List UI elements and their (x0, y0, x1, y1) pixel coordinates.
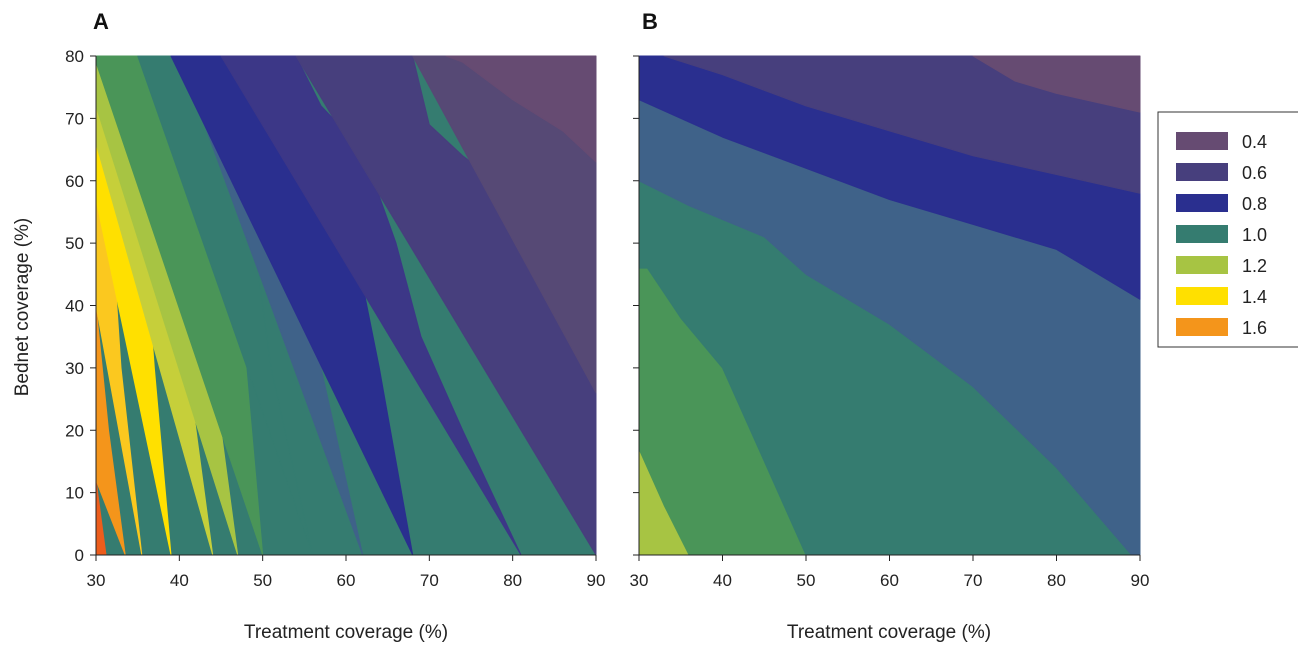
y-tick-label: 0 (75, 546, 84, 565)
legend-swatch-0-4 (1176, 132, 1228, 150)
x-tick-label: 70 (420, 571, 439, 590)
legend-label-1-0: 1.0 (1242, 225, 1267, 245)
legend-swatch-1-6 (1176, 318, 1228, 336)
x-tick-label: 60 (880, 571, 899, 590)
panel-a-letter: A (93, 9, 109, 34)
legend-items: 0.4 0.6 0.8 1.0 1.2 1.4 1.6 (1176, 132, 1267, 338)
legend-label-0-8: 0.8 (1242, 194, 1267, 214)
legend-swatch-1-4 (1176, 287, 1228, 305)
y-axis-title: Bednet coverage (%) (12, 218, 33, 397)
y-tick-label: 70 (65, 109, 84, 128)
panel-b-axes: 30 40 50 60 70 80 90 (630, 55, 1150, 590)
y-tick-label: 60 (65, 172, 84, 191)
legend: 0.4 0.6 0.8 1.0 1.2 1.4 1.6 (1157, 111, 1298, 348)
y-tick-label: 20 (65, 421, 84, 440)
x-tick-label: 80 (503, 571, 522, 590)
legend-label-0-6: 0.6 (1242, 163, 1267, 183)
panel-b-letter: B (642, 9, 658, 34)
legend-swatch-1-0 (1176, 225, 1228, 243)
x-tick-label: 30 (630, 571, 649, 590)
y-tick-label: 40 (65, 297, 84, 316)
x-tick-label: 40 (713, 571, 732, 590)
y-tick-label: 10 (65, 484, 84, 503)
y-tick-label: 80 (65, 47, 84, 66)
panel-b-plot-area (638, 55, 1141, 556)
contour-band-0-4 (445, 55, 597, 163)
y-tick-label: 50 (65, 234, 84, 253)
x-tick-label: 80 (1047, 571, 1066, 590)
legend-swatch-0-6 (1176, 163, 1228, 181)
legend-label-0-4: 0.4 (1242, 132, 1267, 152)
legend-label-1-6: 1.6 (1242, 318, 1267, 338)
x-tick-label: 30 (87, 571, 106, 590)
x-tick-label: 90 (587, 571, 606, 590)
legend-label-1-2: 1.2 (1242, 256, 1267, 276)
x-tick-label: 70 (964, 571, 983, 590)
x-tick-label: 90 (1131, 571, 1150, 590)
legend-swatch-1-2 (1176, 256, 1228, 274)
contour-band-0-4 (972, 55, 1141, 113)
panel-a: A 0 10 20 30 40 50 60 70 80 30 40 50 60 70 80 90 Treatm… (12, 9, 605, 643)
panel-a-axes: 0 10 20 30 40 50 60 70 80 30 40 50 60 70 80 90 (65, 47, 605, 590)
legend-label-1-4: 1.4 (1242, 287, 1267, 307)
panel-b-x-axis-title: Treatment coverage (%) (787, 622, 991, 643)
legend-swatch-0-8 (1176, 194, 1228, 212)
y-tick-label: 30 (65, 359, 84, 378)
panel-a-plot-area (95, 55, 597, 556)
x-tick-label: 50 (797, 571, 816, 590)
x-tick-label: 60 (337, 571, 356, 590)
x-tick-label: 40 (170, 571, 189, 590)
x-tick-label: 50 (253, 571, 272, 590)
panel-a-x-axis-title: Treatment coverage (%) (244, 622, 448, 643)
panel-b: B 30 40 50 60 70 80 90 Treatment coverage (%) (630, 9, 1150, 643)
